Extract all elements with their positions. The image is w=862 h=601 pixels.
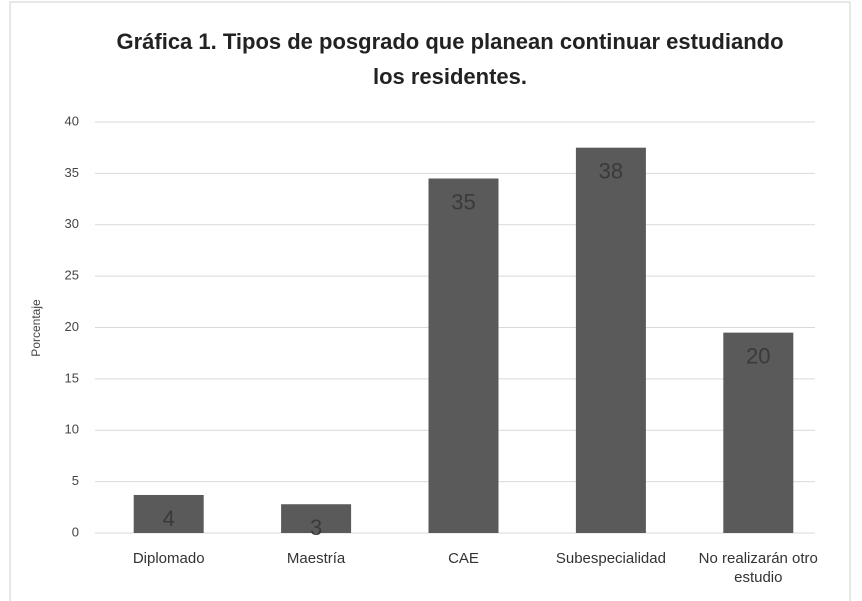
y-tick-label: 35 <box>65 165 79 180</box>
y-tick-label: 10 <box>65 422 79 437</box>
bar <box>575 147 646 533</box>
y-tick-label: 20 <box>65 319 79 334</box>
bar <box>723 332 794 533</box>
x-tick-label: Maestría <box>286 550 346 567</box>
y-tick-label: 0 <box>72 524 79 539</box>
y-tick-label: 40 <box>65 113 79 128</box>
y-tick-label: 25 <box>65 268 79 283</box>
chart-frame <box>9 1 851 601</box>
bar <box>281 504 352 533</box>
data-label: 20 <box>746 343 770 368</box>
chart-title: Gráfica 1. Tipos de posgrado que planean… <box>116 29 784 89</box>
y-tick-label: 15 <box>65 370 79 385</box>
data-label: 38 <box>599 159 623 184</box>
data-label: 3 <box>310 515 322 540</box>
data-label: 35 <box>451 189 475 214</box>
y-axis-label: Porcentaje <box>29 299 43 357</box>
x-tick-label: No realizarán otro estudio <box>698 550 818 586</box>
y-tick-label: 30 <box>65 216 79 231</box>
title-box: Gráfica 1. Tipos de posgrado que planean… <box>116 29 784 89</box>
x-tick-label: CAE <box>448 550 479 567</box>
data-label: 4 <box>163 506 175 531</box>
x-tick-label: Subespecialidad <box>555 550 666 567</box>
bar <box>428 178 499 533</box>
y-tick-label: 5 <box>72 473 79 488</box>
bar <box>133 494 204 533</box>
x-tick-label: Diplomado <box>132 550 205 567</box>
